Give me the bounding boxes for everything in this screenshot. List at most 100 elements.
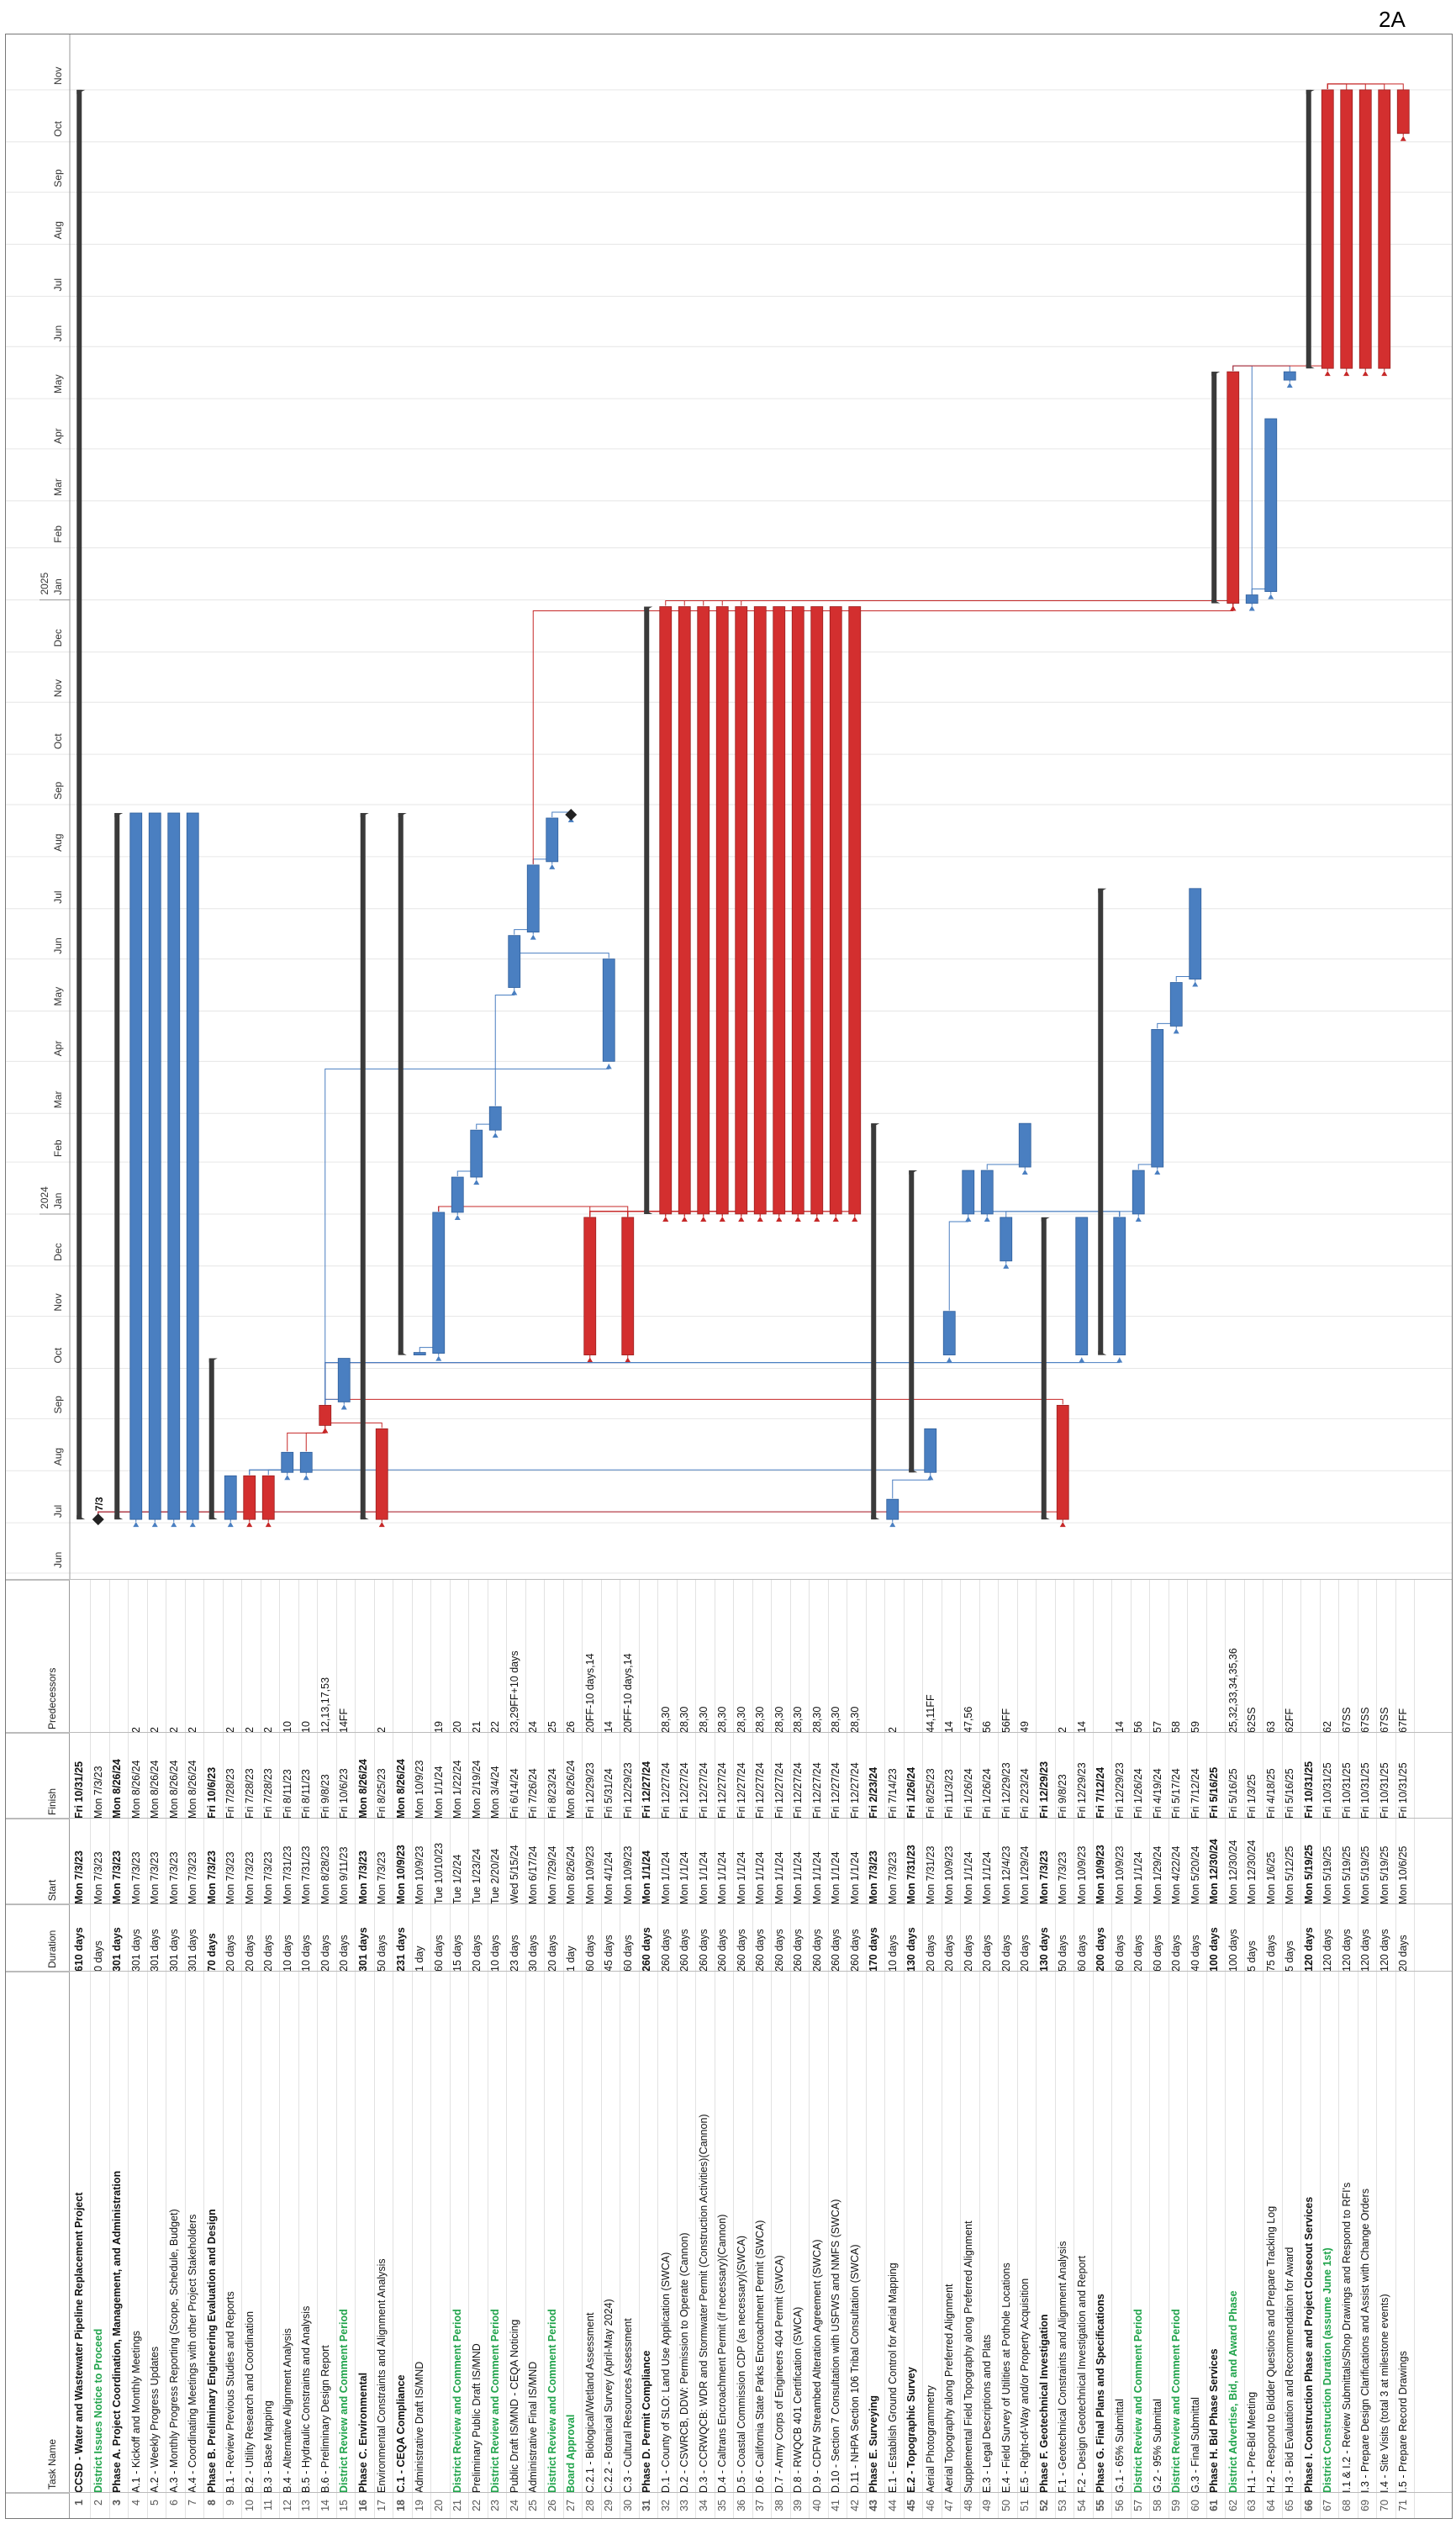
task-row[interactable]: 12 B.4 - Alternative Alignment Analysis 10… xyxy=(277,1580,299,2518)
task-row[interactable]: 35 D.4 - Caltrans Encroachment Permit (if… xyxy=(713,1580,734,2518)
task-duration: 60 days xyxy=(1113,1935,1126,1972)
task-row[interactable]: 37 D.6 - California State Parks Encroachm… xyxy=(751,1580,772,2518)
task-row[interactable]: 15 District Review and Comment Period 20 d… xyxy=(335,1580,356,2518)
task-row[interactable]: 17 Environmental Constraints and Alignmen… xyxy=(372,1580,393,2518)
task-row[interactable]: 39 D.8 - RWQCB 401 Certification (SWCA) 26… xyxy=(789,1580,810,2518)
task-row[interactable]: 46 Aerial Photogrammetry 20 days Mon 7/31/2… xyxy=(921,1580,942,2518)
task-row[interactable]: 30 C.3 - Cultural Resources Assessment 60 … xyxy=(618,1580,640,2518)
task-row[interactable]: 21 District Review and Comment Period 15 d… xyxy=(448,1580,469,2518)
task-row[interactable]: 32 D.1 - County of SLO: Land Use Applicat… xyxy=(656,1580,678,2518)
task-row[interactable]: 16 Phase C. Environmental 301 days Mon 7/3/… xyxy=(353,1580,375,2518)
task-finish: Fri 8/23/24 xyxy=(546,1768,558,1819)
task-row[interactable]: 19 Administrative Draft IS/MND 1 day Mon 10… xyxy=(410,1580,431,2518)
month-label: Dec xyxy=(52,629,64,647)
dependency-link xyxy=(324,1422,382,1428)
task-row[interactable]: 64 H.2 - Respond to Bidder Questions and … xyxy=(1261,1580,1283,2518)
task-duration: 120 days xyxy=(1302,1927,1315,1972)
task-row[interactable]: 9 B.1 - Review Previous Studies and Repor… xyxy=(221,1580,242,2518)
task-id: 28 xyxy=(583,2500,596,2511)
task-id: 57 xyxy=(1132,2500,1144,2511)
task-row[interactable]: 51 E.5 - Right-of-Way and/or Property Acq… xyxy=(1016,1580,1037,2518)
task-row[interactable]: 7 A.4 - Coordinating Meetings with other … xyxy=(183,1580,204,2518)
task-row[interactable]: 42 D.11 - NHPA Section 106 Tribal Consult… xyxy=(845,1580,867,2518)
task-row[interactable]: 43 Phase E. Surveying 170 days Mon 7/3/23 Fr… xyxy=(864,1580,885,2518)
task-row[interactable]: 63 H.1 - Pre-Bid Meeting 5 days Mon 12/30/2… xyxy=(1242,1580,1263,2518)
task-row[interactable]: 29 C.2.2 - Botanical Survey (April-May 20… xyxy=(599,1580,620,2518)
month-label: Sep xyxy=(52,781,64,800)
task-row[interactable]: 53 F.1 - Geotechnical Constraints and Ali… xyxy=(1053,1580,1074,2518)
task-id: 60 xyxy=(1189,2500,1201,2511)
task-id: 49 xyxy=(981,2500,993,2511)
task-row[interactable]: 25 Administrative Final IS/MND 30 days Mon … xyxy=(524,1580,545,2518)
task-row[interactable]: 27 Board Approval 1 day Mon 8/26/24 Mon 8/26… xyxy=(562,1580,583,2518)
task-row[interactable]: 34 D.3 - CCRWQCB: WDR and Stormwater Perm… xyxy=(694,1580,715,2518)
task-row[interactable]: 10 B.2 - Utility Research and Coordinatio… xyxy=(240,1580,261,2518)
task-row[interactable]: 20 60 days Tue 10/10/23 Mon 1/1/24 19 xyxy=(429,1580,451,2518)
task-row[interactable]: 33 D.2 - CSWRCB, DDW: Permission to Opera… xyxy=(675,1580,696,2518)
task-row[interactable]: 71 I.5 - Prepare Record Drawings 20 days Mo… xyxy=(1394,1580,1415,2518)
task-row[interactable]: 48 Supplemental Field Topography along Pr… xyxy=(958,1580,980,2518)
task-row[interactable]: 49 E.3 - Legal Descriptions and Plats 20 d… xyxy=(978,1580,999,2518)
task-row[interactable]: 58 G.2 - 95% Submittal 60 days Mon 1/29/24 F… xyxy=(1147,1580,1169,2518)
task-row[interactable]: 3 Phase A. Project Coordination, Manageme… xyxy=(108,1580,129,2518)
task-row[interactable]: 31 Phase D. Permit Compliance 260 days Mon … xyxy=(637,1580,658,2518)
task-predecessors: 57 xyxy=(1151,1721,1163,1733)
task-id: 41 xyxy=(830,2500,841,2511)
link-arrowhead xyxy=(757,1216,763,1222)
task-start: Mon 5/19/25 xyxy=(1378,1845,1390,1905)
link-arrowhead xyxy=(965,1216,972,1222)
task-row[interactable]: 13 B.5 - Hydraulic Constraints and Analys… xyxy=(297,1580,318,2518)
dependency-link xyxy=(324,1357,950,1405)
task-row[interactable]: 5 A.2 - Weekly Progress Updates 301 days Mo… xyxy=(145,1580,166,2518)
task-row[interactable]: 36 D.5 - Coastal Commission CDP (as neces… xyxy=(731,1580,753,2518)
task-row[interactable]: 2 District Issues Notice to Proceed 0 days… xyxy=(88,1580,110,2518)
task-name: D.1 - County of SLO: Land Use Applicatio… xyxy=(659,2252,672,2493)
task-row[interactable]: 62 District Advertise, Bid, and Award Pha… xyxy=(1223,1580,1245,2518)
task-row[interactable]: 70 I.4 - Site Visits (total 3 at mileston… xyxy=(1374,1580,1396,2518)
task-row[interactable]: 69 I.3 - Prepare Design Clarifications an… xyxy=(1356,1580,1377,2518)
task-row[interactable]: 65 H.3 - Bid Evaluation and Recommendatio… xyxy=(1280,1580,1301,2518)
task-row[interactable]: 44 E.1 - Establish Ground Control for Aer… xyxy=(883,1580,905,2518)
task-row[interactable]: 57 District Review and Comment Period 20 d… xyxy=(1129,1580,1150,2518)
task-row[interactable]: 24 Public Draft IS/MND - CEQA Noticing 23 … xyxy=(504,1580,526,2518)
task-row[interactable]: 47 Aerial Topography along Preferred Alig… xyxy=(940,1580,961,2518)
month-label: Oct xyxy=(52,1347,64,1363)
task-id: 9 xyxy=(224,2500,236,2506)
task-row[interactable]: 38 D.7 - Army Corps of Engineers 404 Perm… xyxy=(769,1580,791,2518)
task-duration: 301 days xyxy=(167,1929,180,1972)
link-arrowhead xyxy=(492,1133,499,1138)
task-name: D.9 - CDFW Streambed Alteration Agreemen… xyxy=(810,2239,823,2493)
task-row[interactable]: 54 F.2 - Design Geotechnical Investigatio… xyxy=(1072,1580,1094,2518)
task-row[interactable]: 14 B.6 - Preliminary Design Report 20 days… xyxy=(315,1580,337,2518)
task-id: 65 xyxy=(1284,2500,1295,2511)
header-id xyxy=(6,2493,70,2518)
task-row[interactable]: 28 C.2.1 - Biological/Wetland Assessment 6… xyxy=(580,1580,602,2518)
task-row[interactable]: 6 A.3 - Monthly Progress Reporting (Scope… xyxy=(164,1580,186,2518)
task-row[interactable]: 26 District Review and Comment Period 20 d… xyxy=(542,1580,564,2518)
task-row[interactable]: 11 B.3 - Base Mapping 20 days Mon 7/3/23 Fri… xyxy=(259,1580,280,2518)
task-row[interactable]: 22 Preliminary Public Draft IS/MND 20 days… xyxy=(467,1580,488,2518)
task-start: Mon 4/1/24 xyxy=(603,1851,615,1904)
task-row[interactable]: 41 D.10 - Section 7 Consultation with USF… xyxy=(826,1580,847,2518)
task-row[interactable]: 18 C.1 - CEQA Compliance 231 days Mon 10/9/… xyxy=(391,1580,413,2518)
task-row[interactable]: 68 I.1 & I.2 - Review Submittals/Shop Dra… xyxy=(1337,1580,1358,2518)
task-row[interactable]: 59 District Review and Comment Period 20 d… xyxy=(1167,1580,1188,2518)
task-row[interactable]: 66 Phase I. Construction Phase and Projec… xyxy=(1299,1580,1321,2518)
task-id: 27 xyxy=(565,2500,577,2511)
task-row[interactable]: 52 Phase F. Geotechnical Investigation 130… xyxy=(1034,1580,1056,2518)
task-row[interactable]: 55 Phase G. Final Plans and Specification… xyxy=(1091,1580,1112,2518)
task-id: 61 xyxy=(1208,2500,1220,2511)
task-duration: 1 day xyxy=(414,1946,425,1972)
month-label: Aug xyxy=(52,834,64,852)
task-row[interactable]: 23 District Review and Comment Period 10 d… xyxy=(486,1580,507,2518)
task-row[interactable]: 61 Phase H. Bid Phase Services 100 days Mon… xyxy=(1205,1580,1226,2518)
task-row[interactable]: 8 Phase B. Preliminary Engineering Evalua… xyxy=(202,1580,224,2518)
task-row[interactable]: 60 G.3 - Final Submittal 40 days Mon 5/20/2… xyxy=(1185,1580,1207,2518)
task-row[interactable]: 4 A.1 - Kickoff and Monthly Meetings 301 d… xyxy=(126,1580,148,2518)
task-row[interactable]: 50 E.4 - Field Survey of Utilities at Pot… xyxy=(996,1580,1018,2518)
task-row[interactable]: 67 District Construction Duration (assume… xyxy=(1318,1580,1339,2518)
task-row[interactable]: 1 CCSD - Water and Wastewater Pipeline Re… xyxy=(70,1580,91,2518)
task-row[interactable]: 40 D.9 - CDFW Streambed Alteration Agreem… xyxy=(807,1580,829,2518)
task-row[interactable]: 56 G.1 - 65% Submittal 60 days Mon 10/9/23 F… xyxy=(1110,1580,1132,2518)
task-row[interactable]: 45 E.2 - Topographic Survey 130 days Mon 7/… xyxy=(902,1580,923,2518)
